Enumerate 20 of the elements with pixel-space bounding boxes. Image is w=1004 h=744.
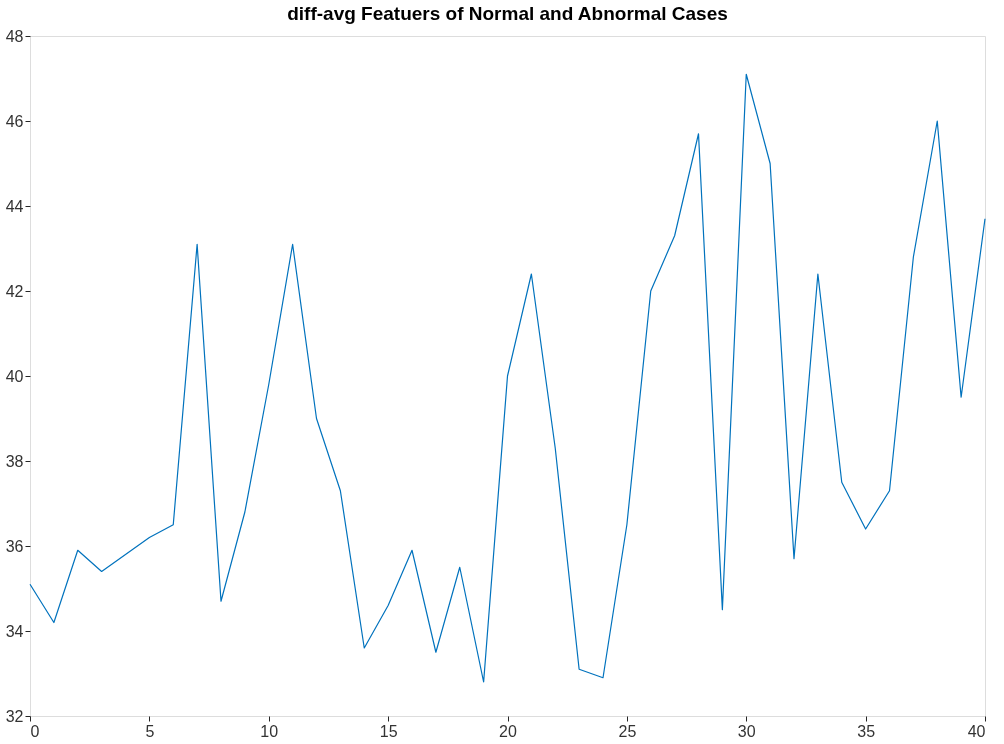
x-tick-label: 20 <box>499 722 517 740</box>
y-tick-label: 44 <box>5 197 24 215</box>
x-tick-label: 30 <box>737 722 756 740</box>
y-tick-label: 40 <box>5 367 24 385</box>
line-series <box>29 73 986 683</box>
y-tick-label: 38 <box>5 452 24 470</box>
x-tick-label: 10 <box>260 722 279 740</box>
chart-title: diff-avg Featuers of Normal and Abnormal Cases <box>287 3 728 24</box>
y-tick-label: 34 <box>5 622 24 640</box>
x-tick-label: 35 <box>857 722 876 740</box>
x-tick-label: 25 <box>618 722 637 740</box>
y-tick-label: 42 <box>5 282 24 300</box>
y-tick-label: 46 <box>5 112 24 130</box>
y-tick-label: 48 <box>5 27 24 45</box>
x-tick-label: 5 <box>145 722 155 740</box>
x-tick-label: 15 <box>379 722 398 740</box>
x-tick-label: 0 <box>30 722 40 740</box>
x-tick-label: 40 <box>967 722 986 740</box>
y-tick-label: 32 <box>5 707 24 725</box>
y-tick-label: 36 <box>5 537 24 555</box>
